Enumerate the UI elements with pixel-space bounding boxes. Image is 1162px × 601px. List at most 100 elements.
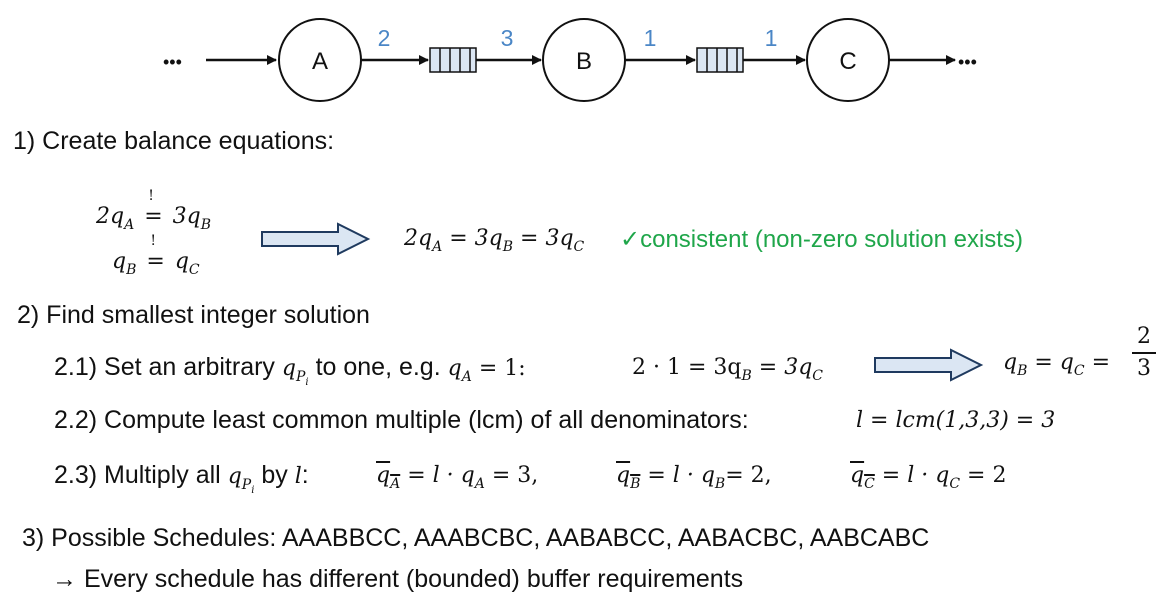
ellipsis-left: ••• (163, 52, 182, 72)
eq1-rhs-sub: B (200, 217, 212, 233)
res-t2: = 3q (449, 226, 503, 251)
step23-qb: qB = l · qB= 2, (616, 463, 772, 492)
eq2-rhs: q (174, 249, 189, 274)
step23-label: 2.3) Multiply all (54, 461, 221, 489)
step23-text: 2.3) Multiply all qPi by l: (54, 461, 309, 496)
eq1-lhs-sub: A (124, 217, 135, 233)
step23-qc: qC = l · qC = 2 (850, 463, 1006, 492)
qc-sub2: C (949, 476, 961, 492)
step23-i: i (251, 485, 255, 496)
qa-sub: A (390, 476, 401, 492)
rate-b-out: 1 (644, 25, 657, 51)
node-c-label: C (839, 48, 856, 75)
eq2-lhs-sub: B (126, 262, 137, 278)
fraction-denominator: 3 (1137, 356, 1151, 381)
qa-end: = 3, (484, 463, 539, 488)
qb-end: = 2, (725, 463, 772, 488)
qb-sub2: B (714, 476, 726, 492)
step21-res-mid: = q (1027, 350, 1074, 375)
step21-text: 2.1) Set an arbitrary qPi to one, e.g. q… (54, 353, 526, 388)
node-a-label: A (312, 48, 328, 75)
step23-l: l (294, 464, 302, 489)
step21-res-s2: C (1073, 363, 1085, 379)
step23-q: q (227, 464, 242, 489)
qc-q: q (850, 463, 865, 488)
step21-text2: to one, e.g. (315, 353, 441, 381)
step23-p: Pi (241, 477, 255, 496)
implies-arrow-1 (261, 222, 371, 256)
eq2-lhs: q (112, 249, 127, 274)
step21-res-eq: = (1084, 350, 1111, 375)
qa-bar: qA (376, 463, 400, 492)
res-s3: C (573, 239, 585, 255)
balance-result: 2qA = 3qB = 3qC (404, 226, 584, 255)
consistency-status: ✓consistent (non-zero solution exists) (620, 226, 1023, 253)
qb-q: q (616, 463, 631, 488)
step23-p-letter: P (241, 477, 252, 493)
step23-by: by (261, 461, 288, 489)
eq1-rhs: 3q (172, 204, 201, 229)
step23-qpi: qPi (227, 464, 255, 496)
res-s2: B (502, 239, 514, 255)
rate-b-in: 3 (501, 25, 514, 51)
step21-eg: qA = 1: (447, 356, 526, 385)
step22-text: 2.2) Compute least common multiple (lcm)… (54, 406, 749, 434)
step23-colon: : (301, 461, 309, 489)
step21-result: qB = qC = (1003, 350, 1110, 379)
step22-lcm: l = lcm(1,3,3) = 3 (856, 408, 1056, 433)
qa-q: q (376, 463, 391, 488)
step21-res-s1: B (1017, 363, 1028, 379)
node-b-label: B (576, 48, 592, 75)
implies-arrow-2 (874, 348, 984, 382)
step23-qa: qA = l · qA = 3, (376, 463, 538, 492)
fraction-bar (1132, 352, 1156, 354)
step21-res-q1: q (1003, 350, 1018, 375)
qc-rest: = l · q (874, 463, 950, 488)
step21-eg-q: q (447, 356, 462, 381)
step21-eg-sub: A (461, 369, 472, 385)
rate-a-out: 2 (378, 25, 391, 51)
step21-p: Pi (295, 369, 309, 388)
rate-c-in: 1 (765, 25, 778, 51)
buffer-2-icon (696, 47, 744, 73)
qc-end: = 2 (960, 463, 1007, 488)
step21-label: 2.1) Set an arbitrary (54, 353, 275, 381)
balance-eq-1: 2qA =! 3qB (96, 188, 212, 233)
step21-eq-sub1: B (741, 368, 752, 384)
dataflow-diagram: ••• A 2 3 B 1 1 C ••• (163, 18, 977, 102)
step1-title: 1) Create balance equations: (13, 127, 335, 155)
step21-fraction: 2 3 (1132, 324, 1156, 382)
step2-title: 2) Find smallest integer solution (17, 301, 370, 329)
step21-p-letter: P (295, 369, 306, 385)
step21-i: i (305, 377, 309, 388)
qb-rest: = l · q (640, 463, 715, 488)
step21-qpi: qPi (281, 356, 309, 388)
step21-eg-rest: = 1: (471, 356, 526, 381)
buffer-1-icon (429, 47, 477, 73)
res-t3: = 3q (520, 226, 574, 251)
fraction-numerator: 2 (1137, 324, 1151, 349)
res-t1: 2q (404, 226, 433, 251)
qa-rest: = l · q (400, 463, 475, 488)
eq2-defeq: =! (146, 233, 165, 274)
eq1-mark: ! (148, 188, 154, 204)
qc-sub: C (864, 476, 875, 492)
qb-bar: qB (616, 463, 640, 492)
eq2-mark: ! (150, 233, 157, 249)
balance-eq-2: qB =! qC (112, 233, 200, 278)
res-s1: A (432, 239, 443, 255)
qb-sub: B (630, 476, 641, 492)
step21-eq-mid: = 3q (751, 355, 813, 380)
step3-title: 3) Possible Schedules: AAABBCC, AAABCBC,… (22, 524, 930, 552)
eq1-lhs: 2q (96, 204, 125, 229)
qc-bar: qC (850, 463, 875, 492)
step21-q: q (281, 356, 296, 381)
eq2-rhs-sub: C (188, 262, 200, 278)
qa-sub2: A (474, 476, 485, 492)
step21-eq: 2 · 1 = 3q (632, 355, 742, 380)
eq1-defeq: =! (144, 188, 163, 229)
ellipsis-right: ••• (958, 52, 977, 72)
step3-note: → Every schedule has different (bounded)… (52, 565, 744, 593)
step21-equation: 2 · 1 = 3qB = 3qC (632, 355, 823, 384)
step21-eq-sub2: C (812, 368, 823, 384)
